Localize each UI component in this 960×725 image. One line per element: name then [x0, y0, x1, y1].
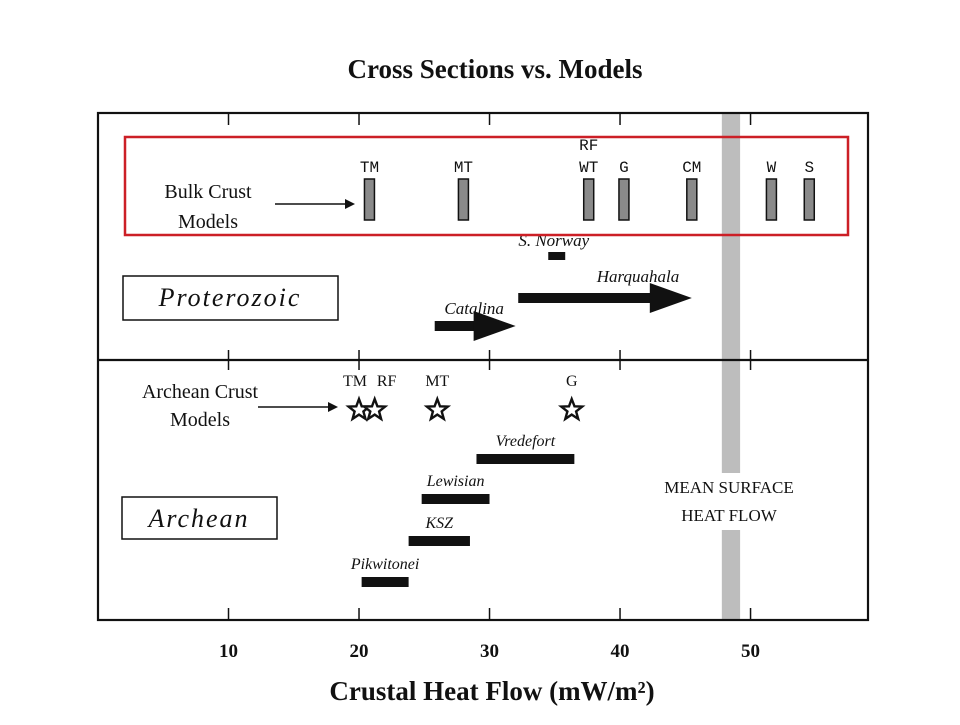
- archean-model-star-g: [561, 399, 582, 419]
- bulk-model-label-tm: TM: [360, 159, 379, 177]
- section-label-vredefort: Vredefort: [496, 433, 556, 450]
- tick-label-40: 40: [611, 641, 630, 662]
- mean-heat-flow-band-lower: [722, 530, 740, 620]
- x-axis-label: Crustal Heat Flow (mW/m²): [329, 676, 654, 706]
- x-axis-ticks: 10 20 30 40 50: [219, 113, 760, 662]
- bulk-model-label-mt: MT: [454, 159, 473, 177]
- section-bar-vredefort: [476, 454, 574, 464]
- bulk-model-label-g: G: [619, 159, 629, 177]
- section-bar-harquahala: [518, 293, 662, 303]
- bulk-model-bar-s: [804, 179, 814, 220]
- bulk-model-bar-g: [619, 179, 629, 220]
- section-bar-ksz: [409, 536, 470, 546]
- bulk-model-label-w: W: [767, 159, 777, 177]
- bulk-model-bar-tm: [364, 179, 374, 220]
- archean-models-arrowhead: [328, 402, 338, 412]
- section-label-catalina: Catalina: [444, 299, 504, 318]
- bulk-model-bar-cm: [687, 179, 697, 220]
- section-arrowhead-harquahala: [650, 283, 692, 313]
- model-markers: TM MT WT RF G CM W S TM RF MT G: [343, 137, 814, 419]
- mean-heat-flow-band: [722, 113, 740, 620]
- archean-model-label-mt: MT: [425, 373, 449, 390]
- proterozoic-panel-label: Proterozoic: [158, 283, 302, 312]
- section-bar-s-norway: [548, 252, 565, 260]
- bulk-model-label-rf: RF: [579, 137, 598, 155]
- archean-panel-label: Archean: [146, 504, 249, 533]
- bulk-models-arrowhead: [345, 199, 355, 209]
- archean-model-star-rf: [364, 399, 385, 419]
- section-label-harquahala: Harquahala: [596, 267, 680, 286]
- chart-title: Cross Sections vs. Models: [347, 54, 642, 84]
- archean-model-label-tm: TM: [343, 373, 367, 390]
- tick-label-50: 50: [741, 641, 760, 662]
- mean-heat-flow-label-line1: MEAN SURFACE: [664, 478, 794, 497]
- section-bar-lewisian: [422, 494, 490, 504]
- bulk-models-label-line2: Models: [178, 211, 238, 233]
- tick-label-30: 30: [480, 641, 499, 662]
- bulk-model-bar-mt: [458, 179, 468, 220]
- bulk-model-bar-wt: [584, 179, 594, 220]
- archean-models-label-line1: Archean Crust: [142, 381, 259, 403]
- archean-model-label-rf: RF: [377, 373, 397, 390]
- section-bar-pikwitonei: [362, 577, 409, 587]
- cross-section-bars: S. NorwayHarquahalaCatalinaVredefortLewi…: [350, 231, 692, 587]
- archean-models-label-line2: Models: [170, 409, 230, 431]
- bulk-model-label-wt: WT: [579, 159, 598, 177]
- mean-heat-flow-band-upper: [722, 113, 740, 473]
- section-label-lewisian: Lewisian: [426, 473, 485, 490]
- section-label-pikwitonei: Pikwitonei: [350, 556, 419, 573]
- mean-heat-flow-label-line2: HEAT FLOW: [681, 506, 777, 525]
- bulk-model-label-cm: CM: [682, 159, 701, 177]
- tick-label-20: 20: [350, 641, 369, 662]
- section-label-ksz: KSZ: [424, 515, 454, 532]
- bulk-model-label-s: S: [804, 159, 814, 177]
- bulk-models-label-line1: Bulk Crust: [164, 181, 252, 203]
- archean-model-label-g: G: [566, 373, 578, 390]
- tick-label-10: 10: [219, 641, 238, 662]
- archean-model-star-mt: [427, 399, 448, 419]
- bulk-model-bar-w: [766, 179, 776, 220]
